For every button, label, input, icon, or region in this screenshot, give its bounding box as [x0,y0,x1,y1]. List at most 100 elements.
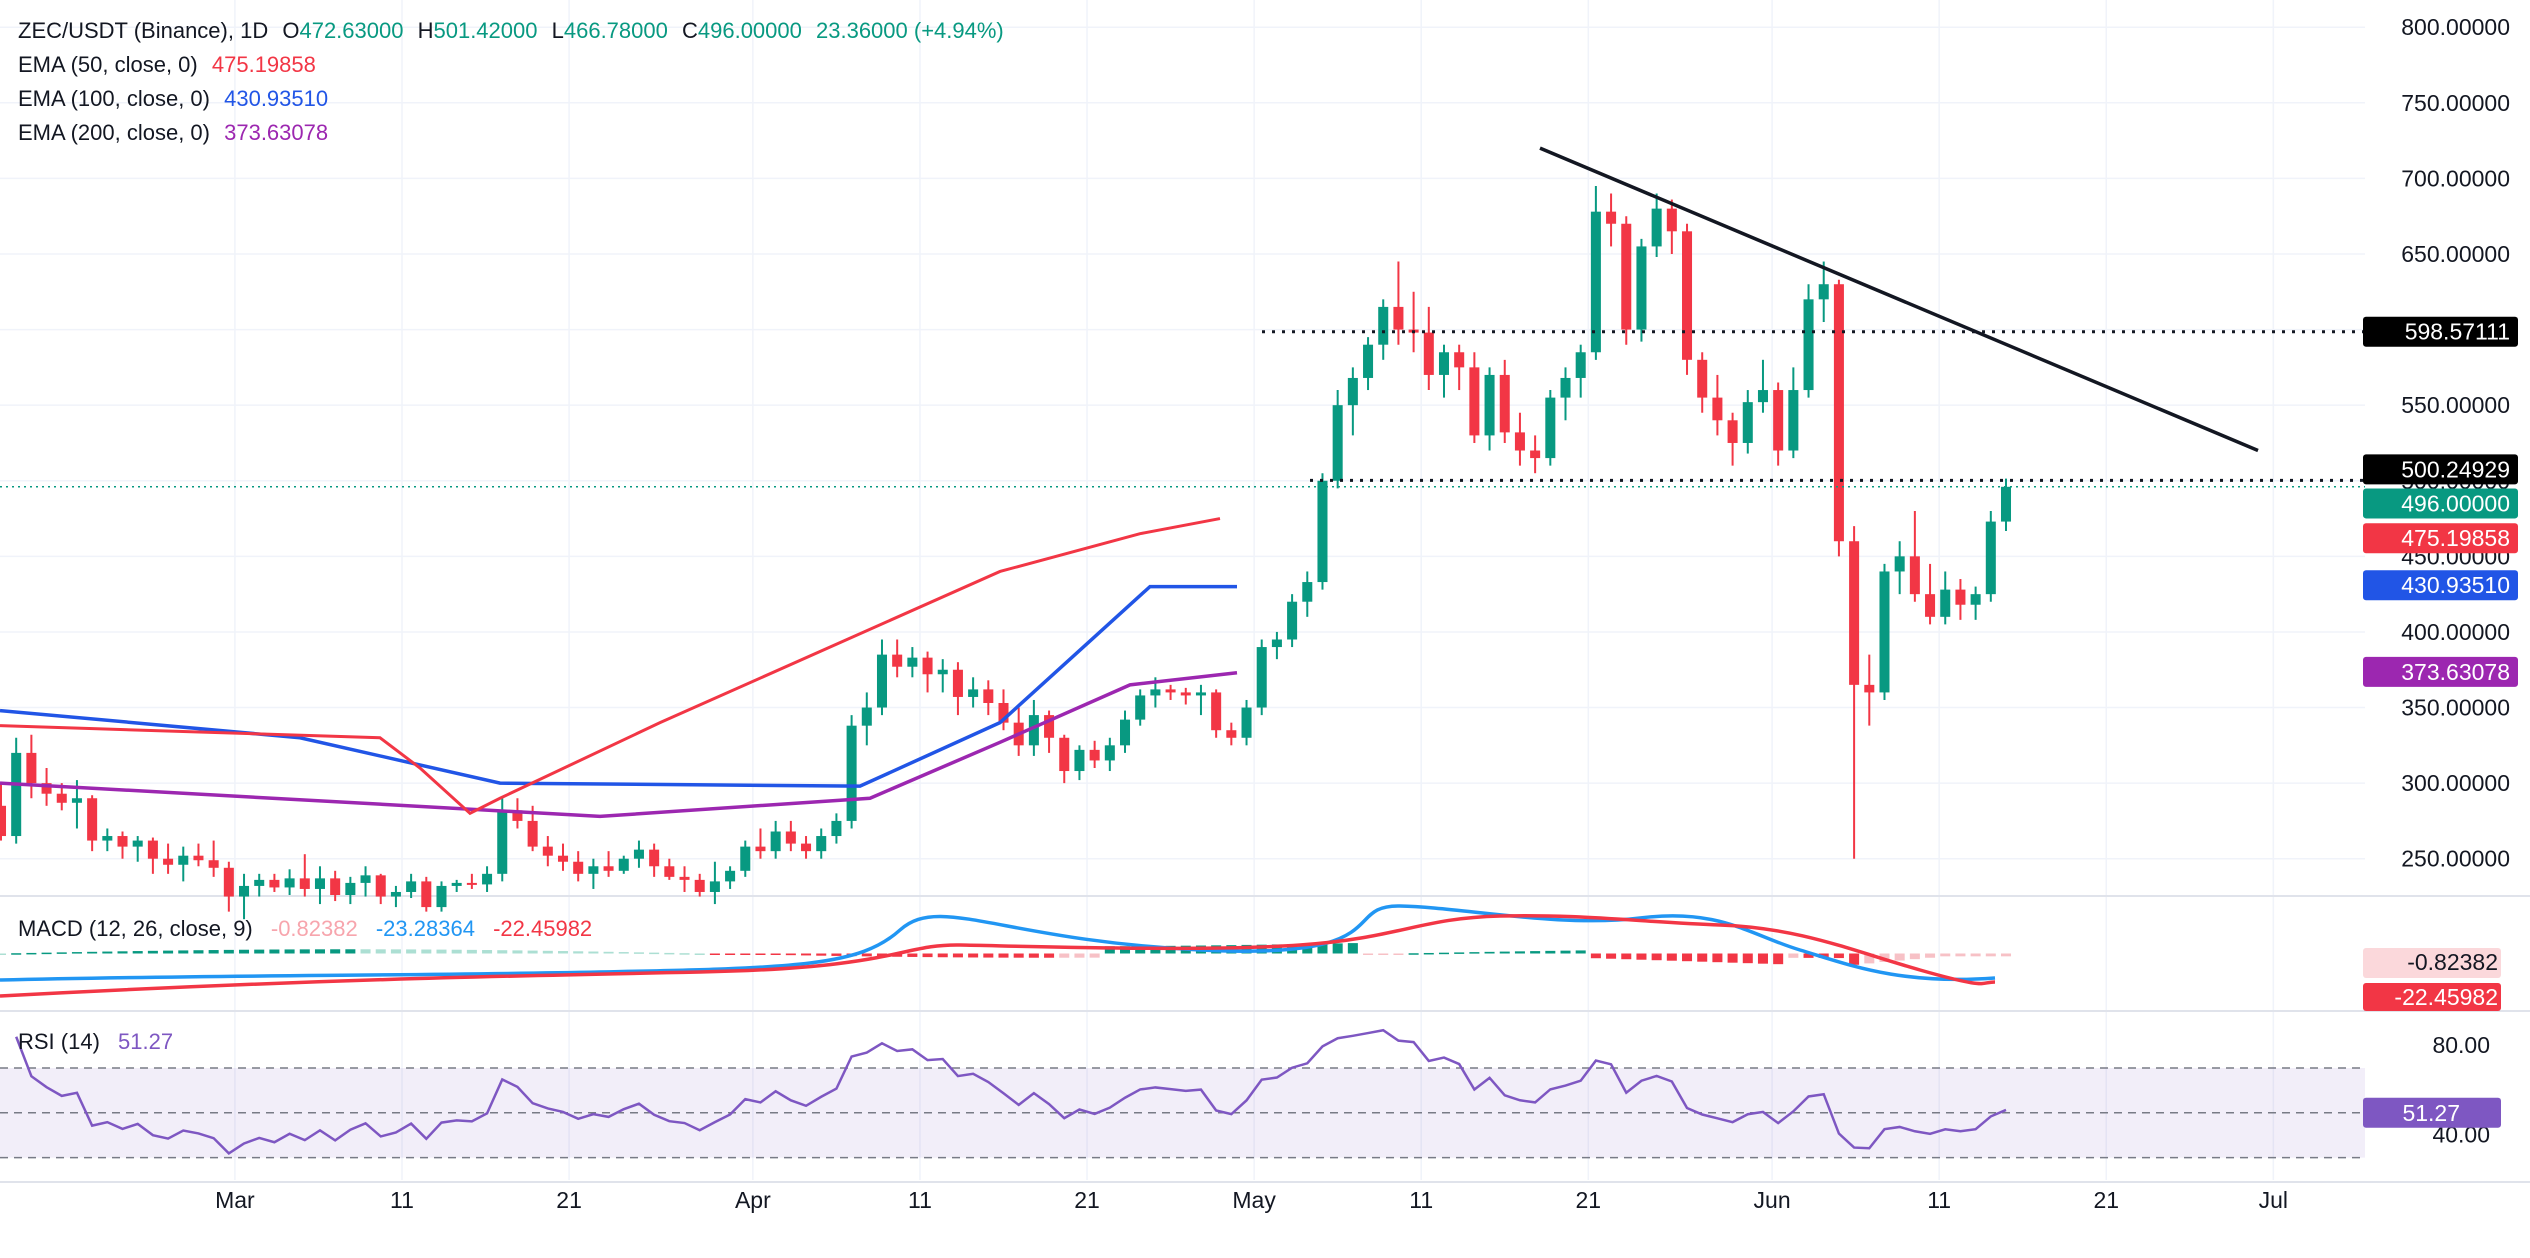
header-legend: ZEC/USDT (Binance), 1D O472.63000 H501.4… [18,14,1012,48]
macd-hist-bar [132,951,143,954]
macd-hist-bar [861,953,872,957]
macd-hist-bar [983,953,994,958]
macd-hist-bar [87,951,98,954]
macd-hist-bar [1044,953,1055,958]
macd-hist-bar [451,949,462,954]
macd-hist-bar [41,952,52,955]
tag-rsi-bg [2363,1097,2501,1128]
macd-hist-bar [1621,953,1632,960]
candle-body [1393,306,1404,330]
macd-label: MACD (12, 26, close, 9) [18,916,253,941]
candle-body [1894,556,1905,572]
time-tick-1: 11 [390,1187,414,1213]
candle-body [345,882,356,895]
macd-hist-bar [1408,953,1419,955]
candle-body [664,866,675,877]
macd-hist-bar [163,950,174,954]
candle-body [208,860,219,868]
time-tick-8: 21 [1575,1187,1601,1213]
candle-body [132,840,143,847]
macd-hist-bar [1469,952,1480,954]
candle-body [436,885,447,908]
macd-legend[interactable]: MACD (12, 26, close, 9) -0.82382 -23.283… [18,916,604,942]
candle-body [1165,689,1176,693]
candle-body [603,866,614,871]
ema100-legend[interactable]: EMA (100, close, 0) 430.93510 [18,82,336,116]
candle-body [56,793,67,803]
ema200-legend[interactable]: EMA (200, close, 0) 373.63078 [18,116,336,150]
ema200-line [0,671,1238,819]
candle-body [147,840,158,859]
macd-hist-bar [254,949,265,954]
symbol-title: ZEC/USDT (Binance), 1D [18,18,269,43]
candle-body [1074,749,1085,772]
tag-ema200: 373.63078 [2401,659,2510,685]
price-tick-1: 300.00000 [2401,770,2510,796]
macd-hist-bar [1849,953,1860,965]
macd-hist-bar [512,950,523,954]
macd-hist-bar [816,953,827,956]
candle-body [952,669,963,697]
macd-hist-bar [390,949,401,954]
rsi-legend[interactable]: RSI (14) 51.27 [18,1029,185,1055]
candle-body [1955,589,1966,605]
candle-body [299,878,310,889]
macd-hist-bar [952,953,963,958]
candle-body [1104,745,1115,761]
macd-hist-bar [1530,951,1541,954]
candle-body [785,831,796,844]
candle-body [770,831,781,852]
tag-last-price-bg [2363,488,2518,519]
macd-hist-bar [1423,952,1434,955]
ema50-line [0,517,1221,816]
candle-body [466,882,477,885]
candle-body [1606,211,1617,224]
candle-body [1180,692,1191,696]
time-tick-7: 11 [1409,1187,1433,1213]
macd-hist-bar [618,952,629,954]
candle-body [239,885,250,897]
macd-hist-bar [1378,953,1389,955]
macd-hist-bar [1925,953,1936,958]
tag-level-upper-bg [2363,316,2518,347]
candle-body [1818,284,1829,300]
candle-body [1438,352,1450,375]
candle-body [922,657,933,675]
candle-body [497,810,508,874]
macd-hist-bar [1028,953,1039,958]
time-tick-12: Jul [2259,1187,2288,1213]
macd-hist-bar [1317,943,1328,954]
macd-hist-bar [178,950,189,954]
macd-hist-bar [360,949,371,954]
candle-body [618,858,629,871]
macd-hist-bar [1454,952,1465,954]
ema200-value: 373.63078 [224,120,329,145]
tag-ema200-bg [2363,656,2518,687]
candle-body [1864,684,1875,693]
candle-body [1135,695,1146,720]
macd-hist-bar [239,949,250,954]
rsi-label: RSI (14) [18,1029,100,1054]
candle-body [512,810,523,821]
ema50-value: 475.19858 [211,52,316,77]
candle-body [1514,432,1525,451]
macd-hist-bar [1438,952,1450,955]
candle-body [1575,352,1586,378]
candle-body [1484,374,1495,436]
macd-hist-bar [998,953,1009,958]
macd-hist-bar [26,952,37,955]
candle-body [968,689,979,697]
macd-hist-bar [1545,950,1556,954]
ema50-legend[interactable]: EMA (50, close, 0) 475.19858 [18,48,324,82]
candle-body [1226,730,1237,738]
macd-hist-bar [588,951,599,954]
candle-body [193,855,204,861]
candle-body [1940,589,1951,617]
macd-hist-bar [314,949,325,954]
ema50-label: EMA (50, close, 0) [18,52,198,77]
candle-body [1287,601,1298,640]
candle-body [2000,486,2012,522]
macd-hist-bar [1013,953,1024,958]
macd-hist-bar [831,953,842,956]
candle-body [1651,208,1662,247]
